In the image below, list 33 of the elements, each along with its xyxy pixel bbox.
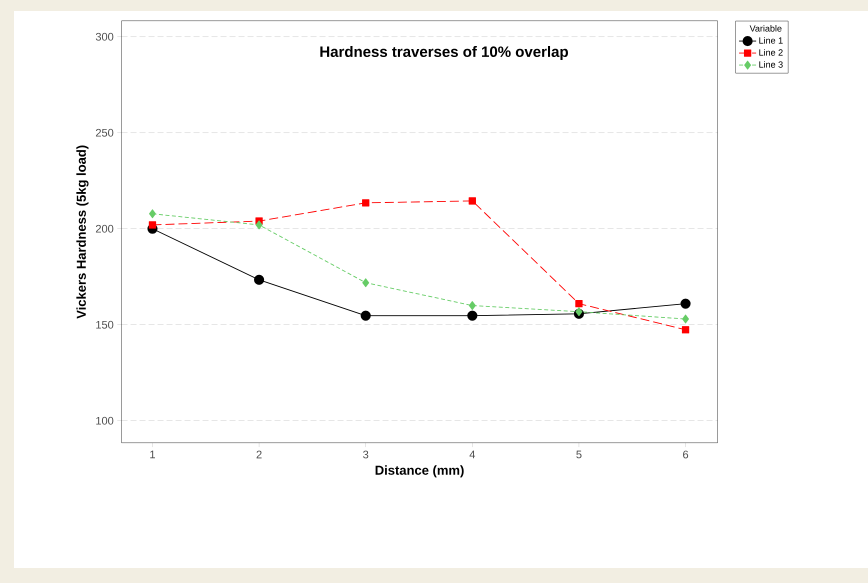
point xyxy=(256,220,263,230)
point xyxy=(254,274,264,285)
legend-label: Line 2 xyxy=(759,49,783,56)
point xyxy=(682,326,690,334)
legend-label: Line 1 xyxy=(759,37,783,44)
x-tick-label: 3 xyxy=(363,450,368,458)
point xyxy=(362,199,370,206)
point xyxy=(575,307,582,316)
y-axis-title: Vickers Hardness (5kg load) xyxy=(76,146,89,319)
y-tick-label: 250 xyxy=(96,128,114,137)
point xyxy=(468,301,476,310)
point xyxy=(575,300,583,308)
y-tick-label: 150 xyxy=(96,320,114,329)
point xyxy=(148,221,156,229)
x-tick-label: 4 xyxy=(470,450,476,458)
point xyxy=(680,298,691,309)
legend-label: Line 3 xyxy=(759,61,783,68)
y-tick-label: 200 xyxy=(96,224,114,233)
legend-title: Variable xyxy=(750,25,782,32)
point xyxy=(149,209,156,218)
point xyxy=(362,278,370,288)
point xyxy=(467,310,478,321)
point xyxy=(682,314,690,324)
x-axis-title: Distance (mm) xyxy=(376,465,464,478)
point xyxy=(468,197,476,205)
x-tick-label: 2 xyxy=(256,450,262,458)
x-tick-label: 6 xyxy=(683,450,688,458)
x-tick-label: 1 xyxy=(150,450,155,458)
y-tick-label: 100 xyxy=(96,416,114,425)
point xyxy=(360,310,371,321)
y-tick-label: 300 xyxy=(96,32,114,41)
x-tick-label: 5 xyxy=(576,450,582,458)
text: Hardness traverses of 10% overlap xyxy=(320,46,568,60)
